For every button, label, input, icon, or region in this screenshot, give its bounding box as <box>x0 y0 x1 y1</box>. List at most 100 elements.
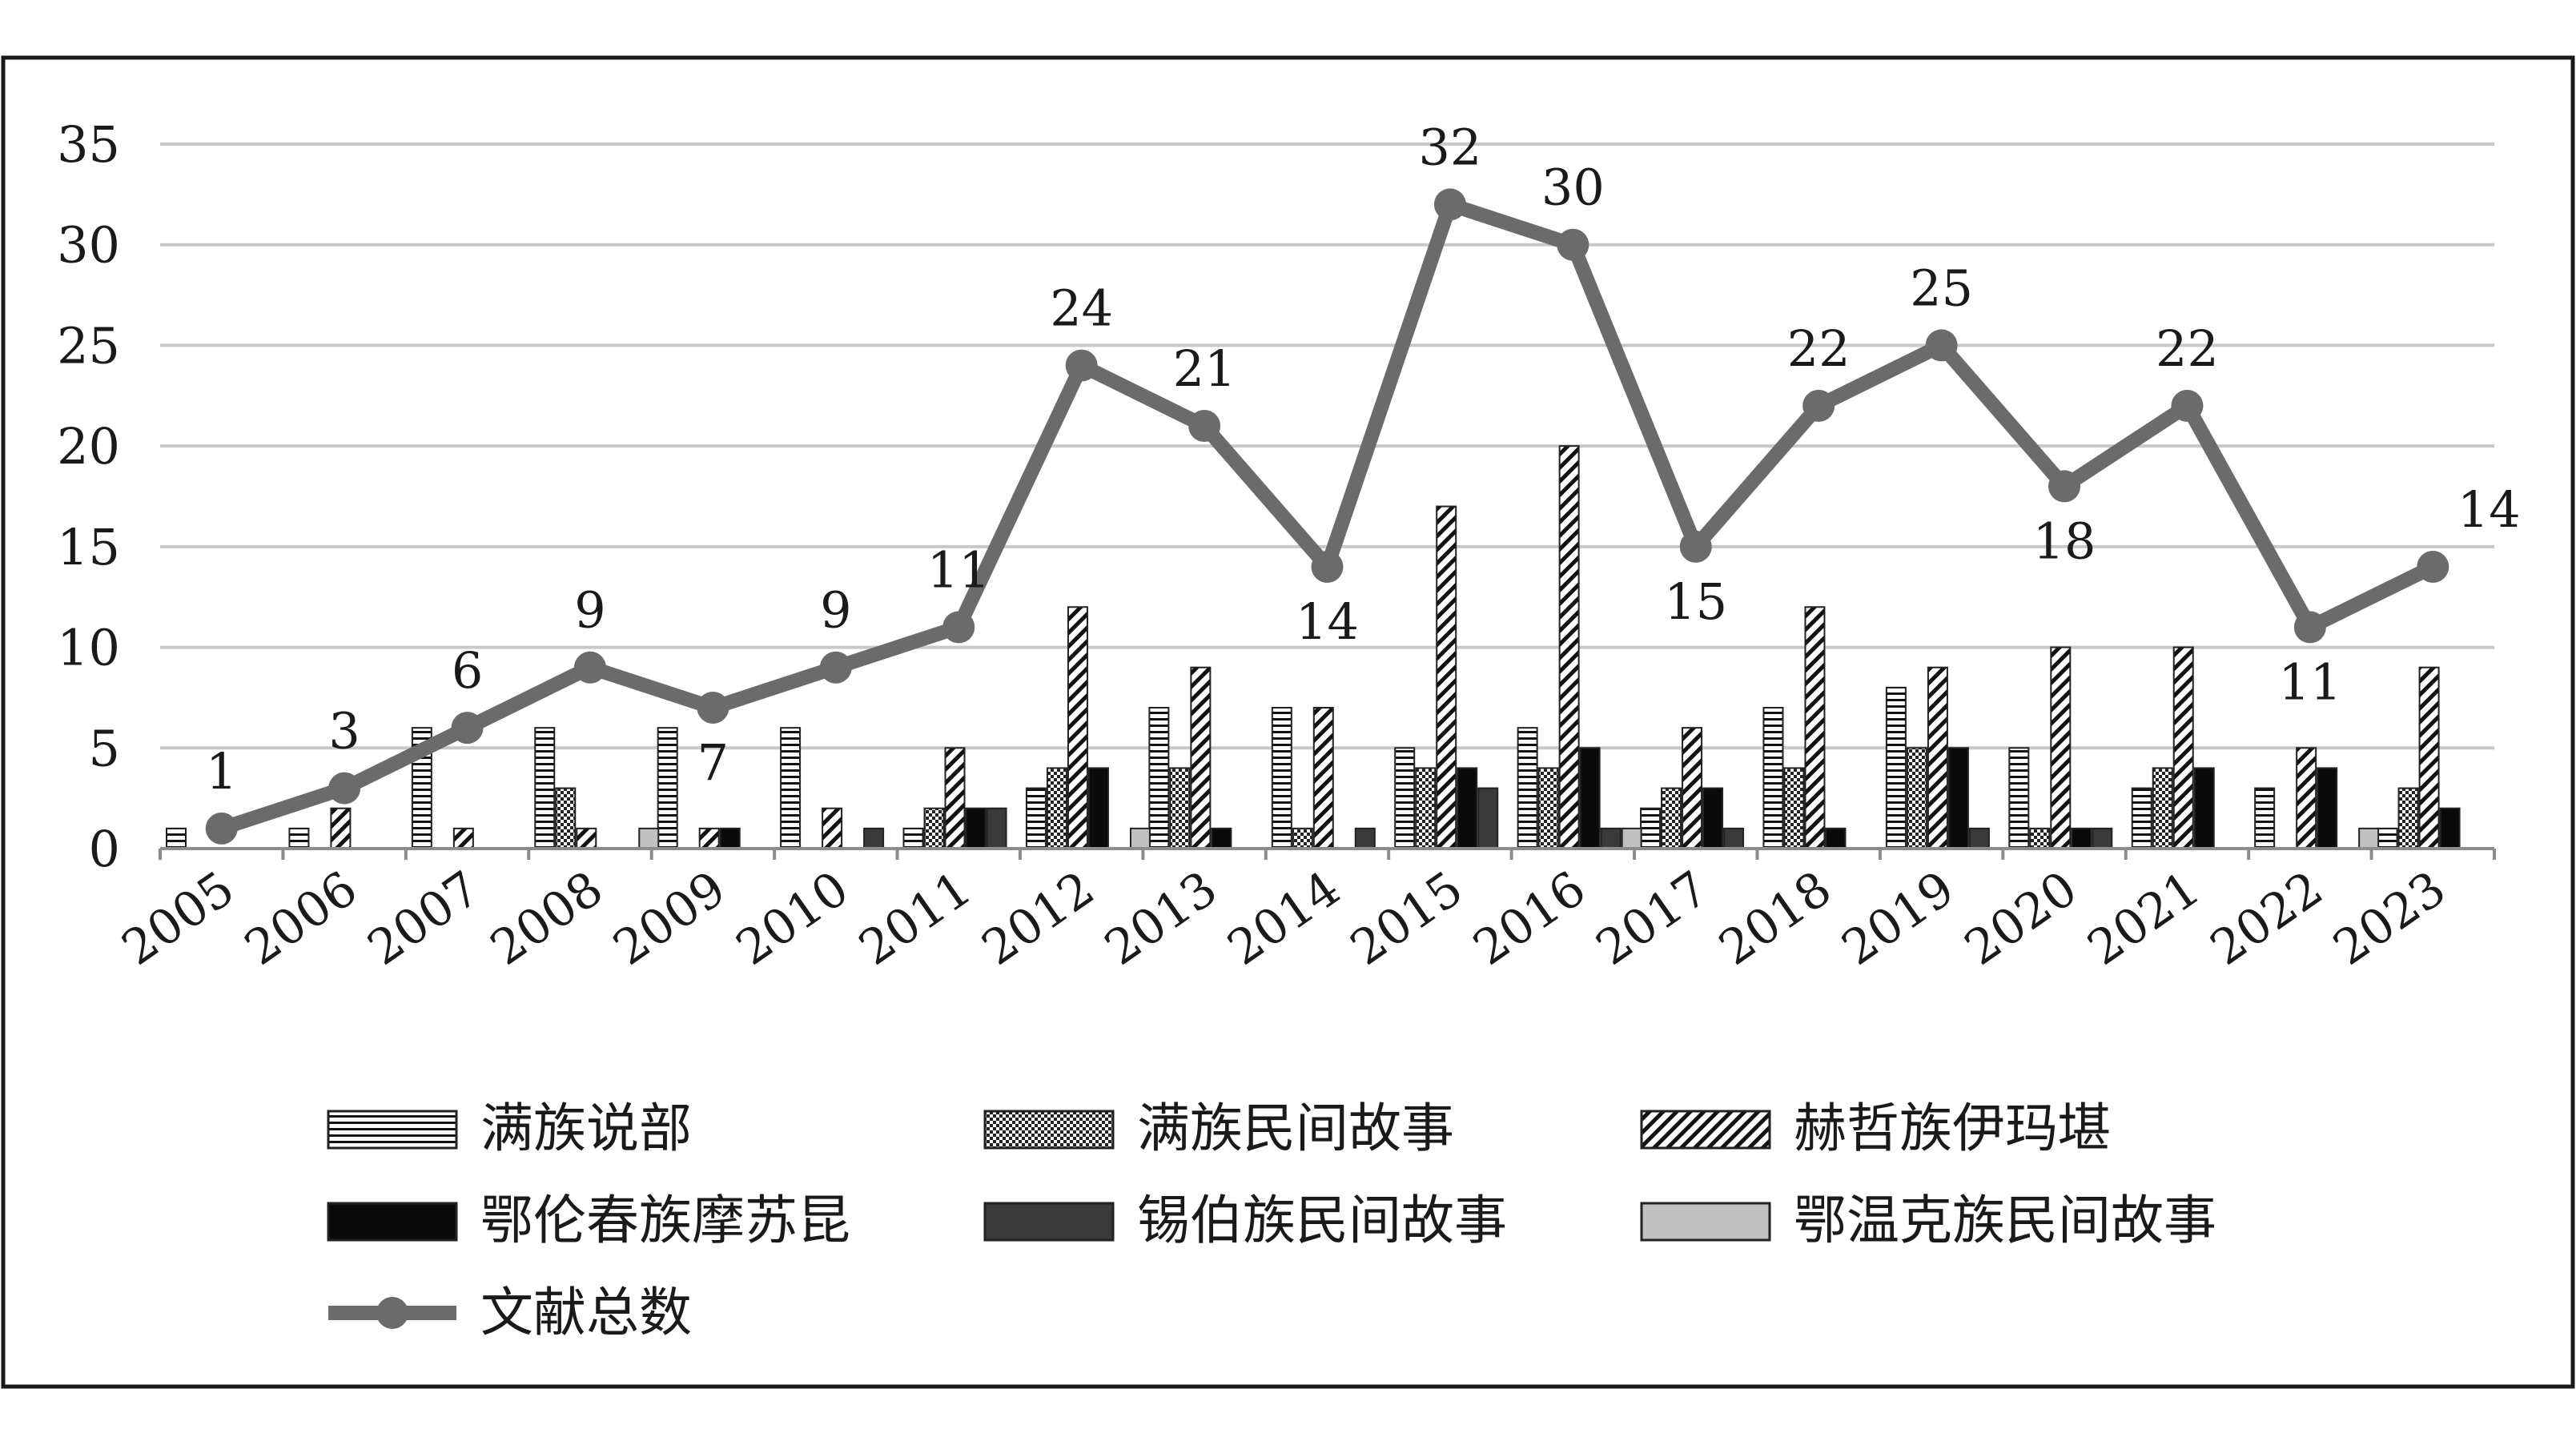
legend-item: 满族民间故事 <box>983 1098 1454 1159</box>
y-tick-label: 0 <box>89 820 120 878</box>
data-label: 22 <box>1787 319 1851 378</box>
bar <box>822 807 843 850</box>
bar <box>1661 787 1682 849</box>
bar <box>1783 767 1805 850</box>
y-tick-label: 15 <box>57 518 120 576</box>
bar <box>1702 787 1724 849</box>
bar <box>534 727 556 850</box>
bar <box>1947 747 1969 849</box>
total-point <box>1188 410 1221 442</box>
bar <box>2029 827 2051 850</box>
data-label: 14 <box>2457 480 2521 539</box>
bar <box>2050 646 2072 849</box>
bar <box>2377 827 2398 850</box>
data-label: 3 <box>328 702 360 761</box>
bar <box>2172 646 2194 849</box>
legend-marker <box>376 1297 408 1329</box>
bar <box>288 827 310 850</box>
bar <box>1600 827 1622 850</box>
legend-item: 满族说部 <box>327 1098 692 1159</box>
bar <box>657 727 678 850</box>
bar <box>2193 767 2215 850</box>
legend-swatch <box>983 1110 1115 1150</box>
y-tick-label: 30 <box>57 216 120 275</box>
total-point <box>1557 228 1589 261</box>
data-label: 22 <box>2156 319 2219 378</box>
legend-label: 锡伯族民间故事 <box>1137 1190 1507 1251</box>
bar <box>1292 827 1313 850</box>
legend-swatch <box>1640 1202 1771 1242</box>
bar <box>1312 707 1334 849</box>
bar <box>1457 767 1478 850</box>
bar <box>1169 767 1191 850</box>
bar <box>555 787 577 849</box>
bar <box>1762 707 1784 849</box>
total-point <box>697 692 729 724</box>
bar <box>2254 787 2276 849</box>
data-label: 1 <box>206 742 237 801</box>
legend-item: 赫哲族伊玛堪 <box>1640 1098 2111 1159</box>
total-point <box>205 812 238 845</box>
bar <box>1354 827 1376 850</box>
bar <box>1927 666 1948 850</box>
bar <box>2439 807 2461 850</box>
bar <box>1825 827 1847 850</box>
bar <box>330 807 352 850</box>
total-point <box>1802 389 1835 422</box>
data-label: 15 <box>1664 572 1727 631</box>
total-point <box>2048 470 2081 503</box>
bar <box>1885 686 1907 849</box>
data-label: 9 <box>574 581 605 640</box>
bar <box>1190 666 1212 850</box>
bar <box>166 827 187 850</box>
bar <box>1067 606 1088 849</box>
bar <box>1906 747 1927 849</box>
bar <box>698 827 720 850</box>
data-label: 18 <box>2033 512 2096 570</box>
bar <box>863 827 885 850</box>
data-label: 6 <box>452 641 483 700</box>
bar <box>965 807 987 850</box>
bar <box>1579 747 1601 849</box>
bar <box>1129 827 1151 850</box>
bar <box>1025 787 1047 849</box>
data-label: 25 <box>1910 259 1973 317</box>
data-label: 32 <box>1418 118 1481 176</box>
legend-label: 满族说部 <box>480 1098 692 1159</box>
total-point <box>328 772 361 805</box>
data-label: 7 <box>697 733 729 792</box>
bar <box>1211 827 1232 850</box>
data-label: 9 <box>820 581 851 640</box>
legend-swatch <box>327 1110 458 1150</box>
legend-label: 满族民间故事 <box>1137 1098 1454 1159</box>
total-point <box>942 611 975 644</box>
bar <box>1537 767 1559 850</box>
bar <box>1804 606 1826 849</box>
bar <box>638 827 660 850</box>
data-label: 30 <box>1541 159 1605 217</box>
bar <box>1394 747 1416 849</box>
y-tick-label: 10 <box>57 619 120 677</box>
bar <box>2071 827 2092 850</box>
bar <box>902 827 924 850</box>
bar <box>2008 747 2030 849</box>
bar <box>1477 787 1499 849</box>
legend-label: 文献总数 <box>480 1282 692 1343</box>
total-point <box>1065 349 1098 382</box>
labels-layer: 1 3 6 9 7 9 11 24 21 14 32 30 15 22 25 18 22 11 14 <box>206 118 2521 800</box>
data-label: 11 <box>2278 652 2341 711</box>
total-point <box>2293 611 2326 644</box>
bar <box>1723 827 1745 850</box>
bar <box>1148 707 1170 849</box>
total-point <box>1311 551 1344 583</box>
bar <box>1558 445 1580 850</box>
data-label: 21 <box>1173 339 1236 398</box>
bar <box>1046 767 1067 850</box>
legend-label: 赫哲族伊玛堪 <box>1794 1098 2111 1159</box>
legend-label: 鄂温克族民间故事 <box>1794 1190 2216 1251</box>
bar <box>452 827 474 850</box>
bar <box>2131 787 2152 849</box>
legend-swatch <box>327 1202 458 1242</box>
bar <box>2397 787 2419 849</box>
